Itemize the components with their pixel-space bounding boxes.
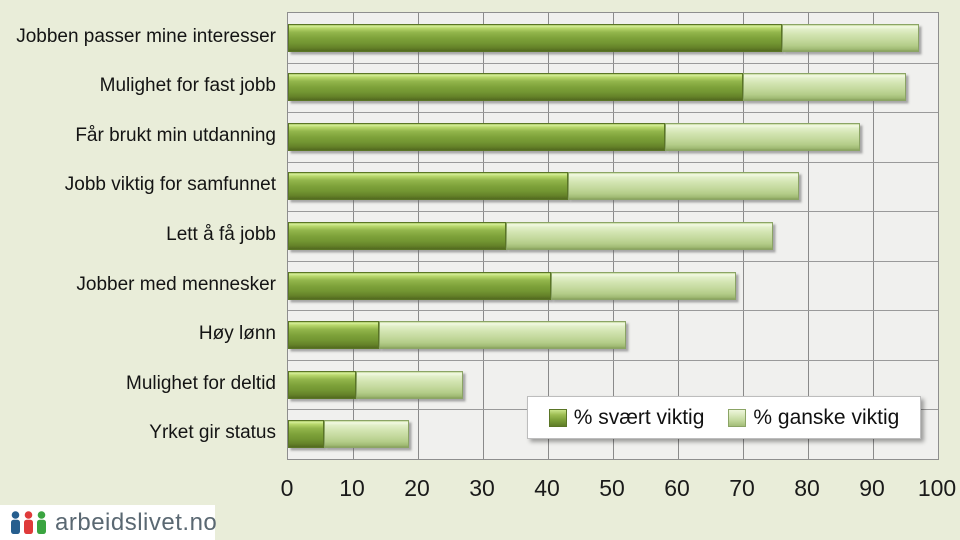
vertical-gridline (873, 13, 874, 459)
horizontal-gridline (288, 112, 938, 113)
bar-segment-svaert-viktig (288, 420, 324, 448)
plot-area (287, 12, 939, 460)
category-label: Får brukt min utdanning (75, 124, 276, 146)
x-axis-tick-label: 20 (404, 475, 430, 501)
bar-segment-ganske-viktig (324, 420, 409, 448)
value-axis: 0 10 20 30 40 50 60 70 80 90 100 (281, 471, 957, 505)
bar-segment-ganske-viktig (506, 222, 773, 250)
category-label: Jobb viktig for samfunnet (64, 174, 276, 196)
vertical-gridline (808, 13, 809, 459)
legend-swatch-ganske-viktig-icon (728, 408, 747, 427)
horizontal-gridline (288, 63, 938, 64)
x-axis-tick-label: 80 (794, 475, 820, 501)
category-label: Mulighet for fast jobb (99, 75, 276, 97)
x-axis-tick-label: 90 (859, 475, 885, 501)
legend-label-svaert-viktig: % svært viktig (573, 405, 705, 429)
person-icon-blue (11, 510, 20, 534)
category-label: Jobben passer mine interesser (16, 25, 276, 47)
legend-swatch-svaert-viktig-icon (548, 408, 567, 427)
horizontal-gridline (288, 310, 938, 311)
x-axis-tick-label: 40 (534, 475, 560, 501)
x-axis-tick-label: 70 (729, 475, 755, 501)
logo-text: arbeidslivet.no (55, 508, 218, 536)
bar-segment-ganske-viktig (356, 371, 463, 399)
horizontal-gridline (288, 261, 938, 262)
bar-segment-svaert-viktig (288, 24, 782, 52)
bar-segment-svaert-viktig (288, 222, 506, 250)
horizontal-gridline (288, 360, 938, 361)
bar-segment-svaert-viktig (288, 272, 551, 300)
bar-segment-svaert-viktig (288, 73, 743, 101)
person-icon-green (37, 510, 46, 534)
bar-segment-svaert-viktig (288, 123, 665, 151)
bar-segment-ganske-viktig (782, 24, 919, 52)
category-label: Mulighet for deltid (126, 372, 276, 394)
bar-segment-ganske-viktig (743, 73, 906, 101)
bar-segment-ganske-viktig (568, 172, 799, 200)
bar-segment-ganske-viktig (551, 272, 736, 300)
x-axis-tick-label: 0 (280, 475, 294, 501)
bar-segment-svaert-viktig (288, 172, 568, 200)
bar-segment-ganske-viktig (665, 123, 860, 151)
category-axis: Jobben passer mine interesser Mulighet fo… (0, 12, 282, 458)
x-axis-tick-label: 100 (917, 475, 957, 501)
horizontal-gridline (288, 162, 938, 163)
person-icon-red (24, 510, 33, 534)
bar-segment-ganske-viktig (379, 321, 626, 349)
brand-logo: arbeidslivet.no (0, 505, 218, 540)
horizontal-gridline (288, 211, 938, 212)
x-axis-tick-label: 60 (664, 475, 690, 501)
x-axis-tick-label: 50 (599, 475, 625, 501)
legend: % svært viktig % ganske viktig (527, 396, 921, 439)
x-axis-tick-label: 30 (469, 475, 495, 501)
bar-segment-svaert-viktig (288, 321, 379, 349)
bar-segment-svaert-viktig (288, 371, 356, 399)
category-label: Yrket gir status (149, 422, 276, 444)
x-axis-tick-label: 10 (339, 475, 365, 501)
legend-label-ganske-viktig: % ganske viktig (753, 405, 900, 429)
three-people-icon (10, 510, 47, 535)
category-label: Jobber med mennesker (76, 273, 276, 295)
category-label: Lett å få jobb (166, 224, 276, 246)
category-label: Høy lønn (198, 323, 276, 345)
